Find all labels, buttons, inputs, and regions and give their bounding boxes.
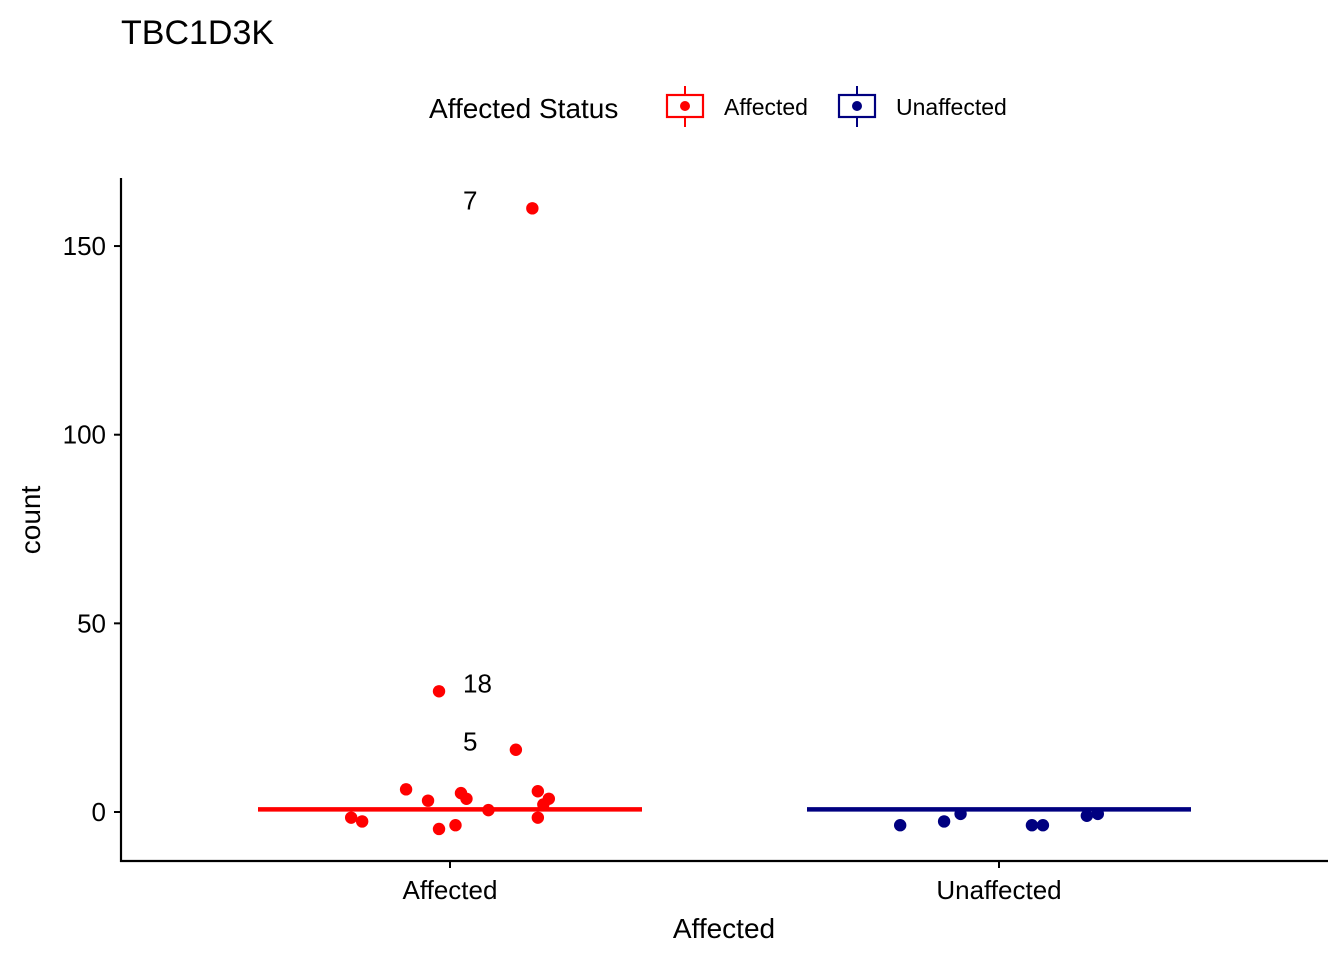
legend-key-affected	[665, 86, 705, 127]
legend: Affected Status Affected Unaffected	[429, 86, 1007, 127]
legend-key-unaffected	[837, 86, 877, 127]
x-tick-label: Affected	[403, 875, 498, 905]
data-point-unaffected	[1091, 807, 1105, 821]
chart-title: TBC1D3K	[121, 14, 274, 52]
y-axis-title: count	[15, 486, 46, 555]
data-point-affected	[449, 819, 462, 832]
legend-label-affected: Affected	[724, 94, 808, 120]
data-point-unaffected	[893, 819, 907, 832]
data-point-affected	[526, 202, 539, 215]
point-label: 7	[463, 185, 477, 215]
data-point-affected	[531, 811, 545, 824]
y-tick-label: 150	[63, 231, 106, 261]
y-axis-ticks: 0 50 100 150	[63, 231, 121, 827]
data-point-unaffected	[1080, 809, 1094, 822]
x-tick-label: Unaffected	[936, 875, 1061, 905]
data-point-unaffected	[1025, 819, 1039, 832]
x-axis-title: Affected	[673, 913, 775, 944]
point-label: 18	[463, 668, 492, 698]
data-point-unaffected	[954, 807, 967, 821]
point-label: 5	[463, 727, 477, 757]
data-point-affected	[460, 792, 473, 805]
legend-title: Affected Status	[429, 93, 618, 124]
data-point-affected	[432, 685, 446, 698]
data-point-affected	[421, 794, 435, 807]
plot-area: 7 18 5	[258, 185, 1191, 836]
y-tick-label: 50	[77, 608, 106, 638]
data-point-affected	[344, 811, 358, 824]
data-point-unaffected	[1036, 819, 1050, 832]
legend-label-unaffected: Unaffected	[896, 94, 1007, 120]
data-point-unaffected	[937, 815, 951, 828]
x-axis-ticks: Affected Unaffected	[403, 861, 1062, 905]
data-point-affected	[531, 785, 545, 798]
data-point-affected	[432, 822, 446, 836]
data-point-affected	[509, 743, 523, 756]
y-tick-label: 0	[92, 797, 106, 827]
data-point-affected	[537, 798, 550, 811]
data-point-affected	[399, 783, 413, 796]
data-point-affected	[355, 815, 369, 828]
y-tick-label: 100	[63, 420, 106, 450]
data-point-affected	[482, 803, 495, 817]
